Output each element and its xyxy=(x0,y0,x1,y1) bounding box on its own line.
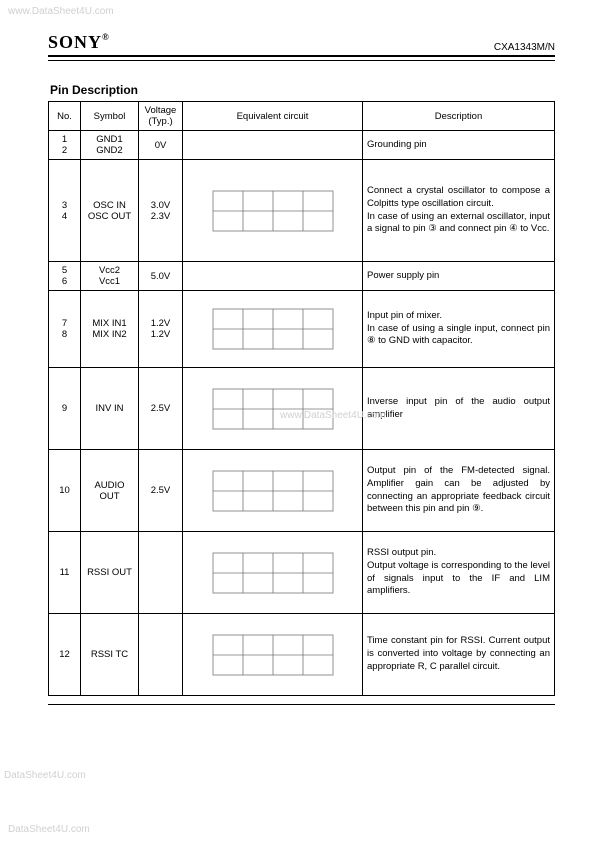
cell-no: 9 xyxy=(49,368,81,450)
cell-description: RSSI output pin.Output voltage is corres… xyxy=(363,532,555,614)
cell-symbol: RSSI OUT xyxy=(81,532,139,614)
circuit-diagram-placeholder xyxy=(187,163,358,258)
cell-description: Inverse input pin of the audio output am… xyxy=(363,368,555,450)
cell-voltage: 0V xyxy=(139,131,183,160)
cell-description: Power supply pin xyxy=(363,262,555,291)
cell-symbol: AUDIO OUT xyxy=(81,450,139,532)
schematic-icon xyxy=(203,543,343,603)
page-content: SONY® CXA1343M/N Pin Description No. Sym… xyxy=(0,0,595,735)
schematic-icon xyxy=(203,181,343,241)
table-header-row: No. Symbol Voltage (Typ.) Equivalent cir… xyxy=(49,102,555,131)
table-row: 9INV IN2.5V Inverse input pin of the audi… xyxy=(49,368,555,450)
cell-description: Connect a crystal oscillator to compose … xyxy=(363,160,555,262)
header-bar: SONY® CXA1343M/N xyxy=(48,32,555,57)
cell-no: 78 xyxy=(49,291,81,368)
table-row: 12RSSI TC Time constant pin for RSSI. Cur… xyxy=(49,614,555,696)
cell-no: 10 xyxy=(49,450,81,532)
watermark-middle: www.DataSheet4U.com xyxy=(280,410,386,421)
table-row: 56Vcc2Vcc15.0V Power supply pin xyxy=(49,262,555,291)
header-voltage: Voltage (Typ.) xyxy=(139,102,183,131)
cell-voltage: 1.2V1.2V xyxy=(139,291,183,368)
schematic-icon xyxy=(203,625,343,685)
registered-mark: ® xyxy=(102,32,110,42)
table-row: 34OSC INOSC OUT3.0V2.3V Connect a crystal… xyxy=(49,160,555,262)
cell-symbol: GND1GND2 xyxy=(81,131,139,160)
cell-description: Input pin of mixer.In case of using a si… xyxy=(363,291,555,368)
cell-no: 12 xyxy=(49,614,81,696)
brand-text: SONY xyxy=(48,32,102,52)
watermark-lower-left: DataSheet4U.com xyxy=(4,770,86,781)
watermark-top: www.DataSheet4U.com xyxy=(8,6,114,17)
pin-description-table: No. Symbol Voltage (Typ.) Equivalent cir… xyxy=(48,101,555,696)
circuit-diagram-placeholder xyxy=(187,535,358,610)
cell-equivalent-circuit xyxy=(183,291,363,368)
cell-voltage xyxy=(139,532,183,614)
table-row: 78MIX IN1MIX IN21.2V1.2V Input pin of mix… xyxy=(49,291,555,368)
part-number: CXA1343M/N xyxy=(494,42,555,53)
cell-voltage: 2.5V xyxy=(139,450,183,532)
footer-rule xyxy=(48,704,555,705)
schematic-icon xyxy=(203,299,343,359)
table-row: 12GND1GND20V Grounding pin xyxy=(49,131,555,160)
cell-equivalent-circuit xyxy=(183,160,363,262)
cell-voltage: 5.0V xyxy=(139,262,183,291)
cell-symbol: RSSI TC xyxy=(81,614,139,696)
cell-no: 12 xyxy=(49,131,81,160)
section-title: Pin Description xyxy=(50,83,555,97)
cell-no: 11 xyxy=(49,532,81,614)
cell-voltage: 3.0V2.3V xyxy=(139,160,183,262)
watermark-bottom: DataSheet4U.com xyxy=(8,824,90,835)
header-symbol: Symbol xyxy=(81,102,139,131)
brand-logo: SONY® xyxy=(48,32,110,53)
cell-equivalent-circuit xyxy=(183,450,363,532)
cell-symbol: Vcc2Vcc1 xyxy=(81,262,139,291)
schematic-icon xyxy=(203,379,343,439)
cell-voltage: 2.5V xyxy=(139,368,183,450)
circuit-diagram-placeholder xyxy=(187,371,358,446)
circuit-diagram-placeholder xyxy=(187,617,358,692)
table-row: 11RSSI OUT RSSI output pin.Output voltage… xyxy=(49,532,555,614)
cell-symbol: INV IN xyxy=(81,368,139,450)
table-row: 10AUDIO OUT2.5V Output pin of the FM-dete… xyxy=(49,450,555,532)
header-rule xyxy=(48,60,555,61)
cell-equivalent-circuit xyxy=(183,532,363,614)
cell-description: Output pin of the FM-detected signal. Am… xyxy=(363,450,555,532)
cell-description: Time constant pin for RSSI. Current outp… xyxy=(363,614,555,696)
header-no: No. xyxy=(49,102,81,131)
cell-voltage xyxy=(139,614,183,696)
cell-equivalent-circuit xyxy=(183,262,363,291)
header-description: Description xyxy=(363,102,555,131)
cell-symbol: OSC INOSC OUT xyxy=(81,160,139,262)
cell-equivalent-circuit xyxy=(183,368,363,450)
cell-no: 34 xyxy=(49,160,81,262)
cell-symbol: MIX IN1MIX IN2 xyxy=(81,291,139,368)
cell-equivalent-circuit xyxy=(183,131,363,160)
circuit-diagram-placeholder xyxy=(187,294,358,364)
cell-description: Grounding pin xyxy=(363,131,555,160)
circuit-diagram-placeholder xyxy=(187,453,358,528)
schematic-icon xyxy=(203,461,343,521)
cell-equivalent-circuit xyxy=(183,614,363,696)
header-equivalent: Equivalent circuit xyxy=(183,102,363,131)
cell-no: 56 xyxy=(49,262,81,291)
